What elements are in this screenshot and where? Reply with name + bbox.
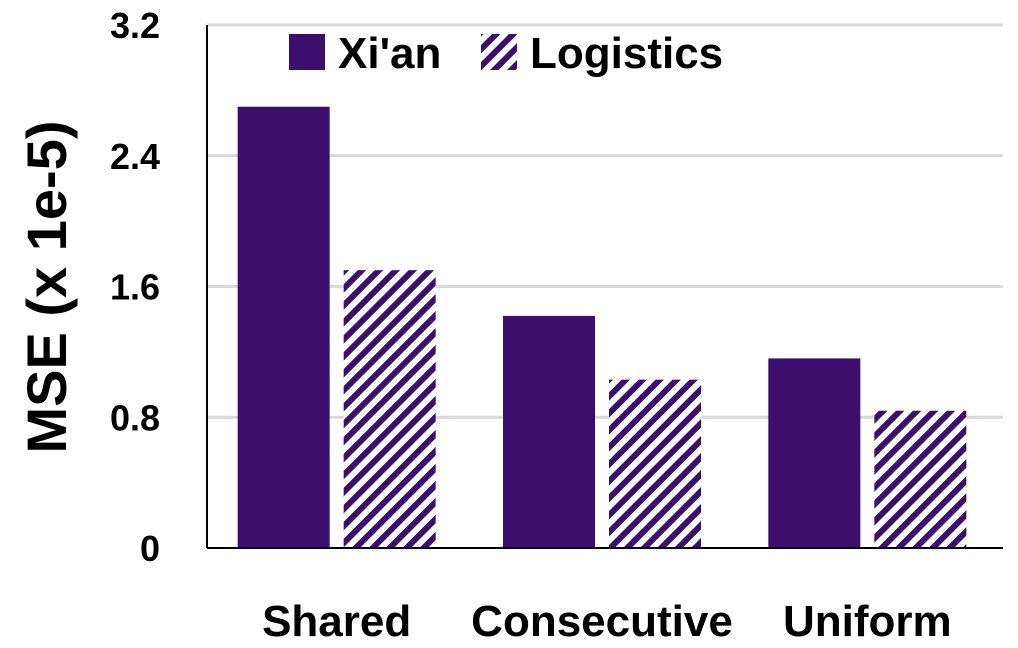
legend-swatch-logistics — [481, 34, 517, 70]
axes — [206, 25, 1003, 549]
legend-label-logistics: Logistics — [530, 29, 723, 78]
bar-xian-shared — [237, 106, 330, 548]
bar-logistics-shared — [343, 270, 436, 548]
bar-xian-consecutive — [503, 315, 595, 548]
y-tick-label: 1.6 — [110, 267, 160, 308]
category-label: Uniform — [783, 597, 952, 646]
legend: Xi'an Logistics — [289, 29, 723, 78]
category-label: Shared — [262, 597, 411, 646]
legend-swatch-xian — [289, 34, 325, 70]
bar-logistics-uniform — [874, 410, 967, 548]
y-axis-label: MSE (x 1e-5) — [15, 121, 78, 454]
category-labels: Shared Consecutive Uniform — [262, 597, 952, 646]
legend-label-xian: Xi'an — [338, 29, 441, 78]
bars — [237, 106, 967, 548]
bar-logistics-consecutive — [609, 379, 701, 548]
y-tick-label: 2.4 — [110, 136, 160, 177]
category-label: Consecutive — [471, 597, 733, 646]
y-tick-label: 3.2 — [110, 5, 160, 46]
gridlines — [207, 23, 1003, 419]
y-tick-label: 0 — [140, 528, 160, 569]
y-tick-labels: 0 0.8 1.6 2.4 3.2 — [110, 5, 160, 569]
y-tick-label: 0.8 — [110, 397, 160, 438]
bar-xian-uniform — [768, 358, 861, 548]
